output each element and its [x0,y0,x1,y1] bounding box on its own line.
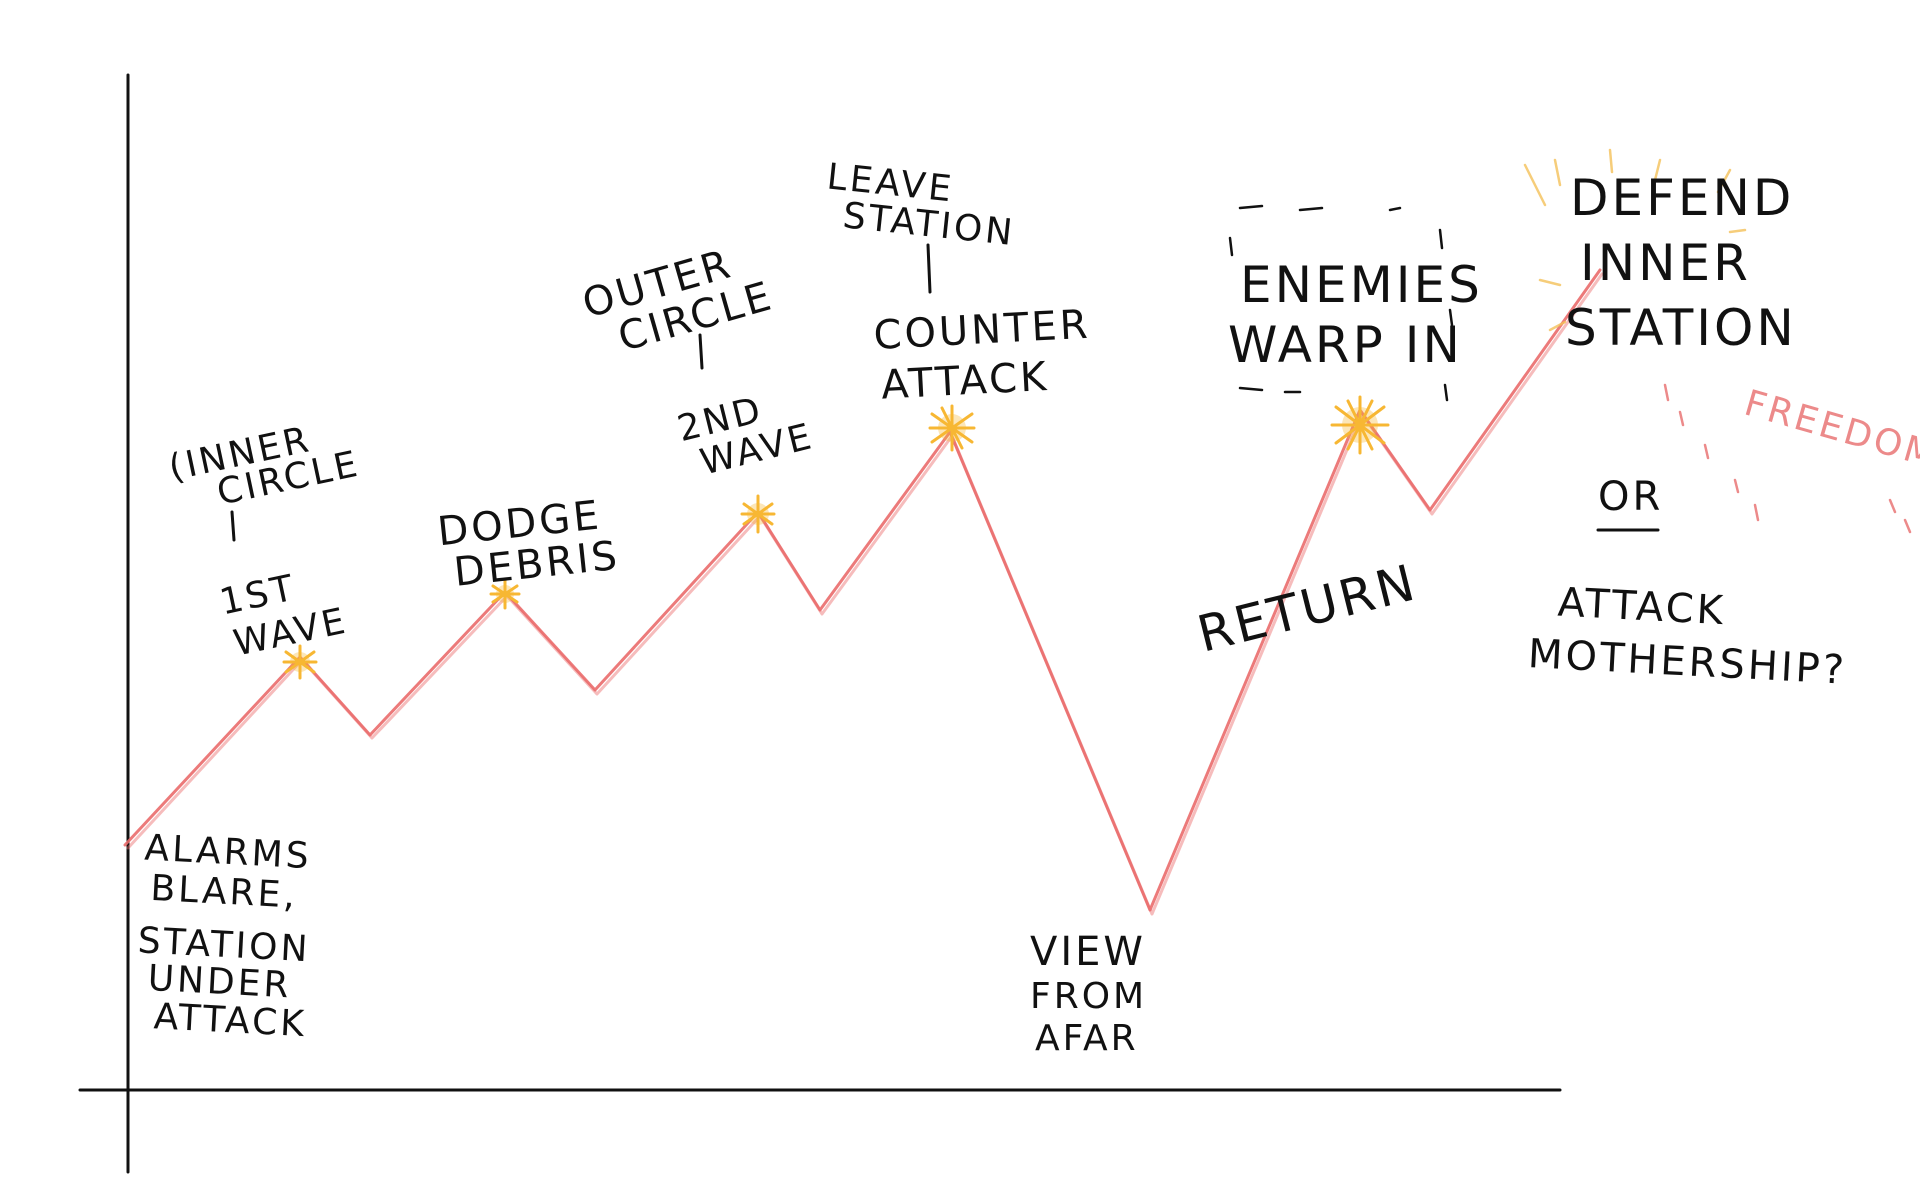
defend-rays [1523,148,1747,332]
inner-circle-connector [230,510,236,542]
leave-station-label: LEAVE STATION [825,156,1017,254]
enemies-warp-in-label: ENEMIES WARP IN [1228,256,1483,374]
return-label: RETURN [1192,553,1423,663]
second-wave-label: 2ND WAVE [673,389,818,483]
leave-station-connector [926,243,932,294]
enemies-line-1: ENEMIES [1240,256,1483,314]
outer-circle-connector [698,333,704,370]
alarms-line-4: UNDER [147,958,293,1006]
freedom-label: FREEDOM [1740,383,1920,477]
defend-line-1: DEFEND [1570,169,1794,227]
view-from-afar-line-1: VIEW [1030,929,1146,975]
freedom-dashes [1663,383,1912,534]
alarms-line-1: ALARMS [144,828,313,878]
counter-attack-line-1: COUNTER [872,302,1091,359]
tension-curve [123,268,1602,912]
outer-circle-label: OUTER CIRCLE [578,241,779,361]
star-burst-icon [1330,395,1390,455]
star-burst-icon [489,578,521,610]
attack-mothership-label: ATTACK MOTHERSHIP? [1527,580,1848,694]
defend-inner-station-label: DEFEND INNER STATION [1565,169,1797,357]
leave-station-line-2: STATION [841,195,1017,254]
alarms-line-2: BLARE, [149,868,298,917]
defend-line-2: INNER [1580,234,1751,292]
tension-curve-overdraw [126,272,1604,916]
or-text: OR [1598,474,1663,520]
star-burst-icon [740,494,776,534]
inner-circle-label: (INNER CIRCLE [165,419,363,514]
star-burst-icon [928,404,976,452]
defend-line-3: STATION [1565,299,1797,357]
view-from-afar-label: VIEW FROM AFAR [1030,929,1147,1059]
first-wave-label: 1ST WAVE [216,567,351,664]
or-label: OR [1596,474,1663,532]
view-from-afar-line-2: FROM [1030,976,1147,1017]
freedom-text: FREEDOM [1740,383,1920,477]
counter-attack-label: COUNTER ATTACK [872,302,1091,409]
alarms-line-3: STATION [137,920,312,970]
star-burst-icon [282,644,318,680]
axes [78,73,1562,1174]
return-text: RETURN [1192,553,1423,663]
enemies-line-2: WARP IN [1228,316,1463,374]
warp-dashes [1228,204,1454,402]
counter-attack-line-2: ATTACK [880,354,1050,409]
attack-mothership-line-1: ATTACK [1557,580,1727,635]
alarms-label: ALARMS BLARE, STATION UNDER ATTACK [137,828,313,1046]
attack-mothership-line-2: MOTHERSHIP? [1527,631,1848,694]
alarms-line-5: ATTACK [153,996,308,1045]
view-from-afar-line-3: AFAR [1035,1018,1139,1059]
dodge-debris-label: DODGE DEBRIS [435,492,622,595]
